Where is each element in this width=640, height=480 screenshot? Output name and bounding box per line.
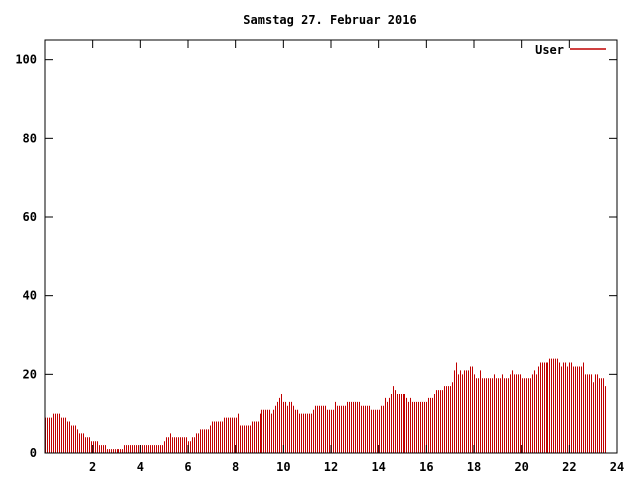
x-tick-label: 4	[137, 460, 144, 474]
legend-label: User	[535, 43, 564, 57]
legend: User	[535, 43, 606, 57]
y-tick-label: 60	[23, 210, 37, 224]
x-tick-label: 16	[419, 460, 433, 474]
x-tick-label: 6	[184, 460, 191, 474]
x-tick-label: 22	[562, 460, 576, 474]
chart-title: Samstag 27. Februar 2016	[243, 13, 416, 27]
x-tick-label: 10	[276, 460, 290, 474]
x-tick-label: 12	[324, 460, 338, 474]
x-tick-label: 2	[89, 460, 96, 474]
y-tick-label: 20	[23, 367, 37, 381]
x-tick-label: 14	[371, 460, 385, 474]
y-tick-label: 0	[30, 446, 37, 460]
y-tick-label: 40	[23, 289, 37, 303]
x-tick-label: 18	[467, 460, 481, 474]
bars	[45, 358, 606, 453]
y-axis: 0 20 40 60 80 100	[15, 53, 617, 460]
x-tick-label: 24	[610, 460, 624, 474]
x-axis: 2 4 6 8 10 12 14 16 18 20 22 24	[89, 40, 624, 474]
y-tick-label: 100	[15, 53, 37, 67]
x-tick-label: 20	[514, 460, 528, 474]
x-tick-label: 8	[232, 460, 239, 474]
y-tick-label: 80	[23, 131, 37, 145]
